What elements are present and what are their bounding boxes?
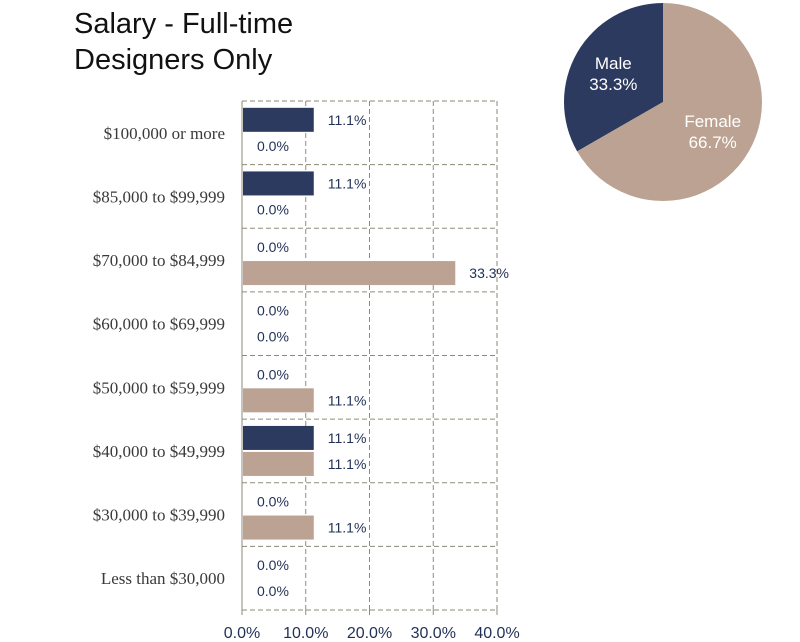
chart-title-line-1: Salary - Full-time bbox=[74, 8, 294, 40]
pie-label-male-value: 33.3% bbox=[589, 75, 637, 94]
data-label: 0.0% bbox=[257, 201, 289, 217]
data-label: 11.1% bbox=[328, 392, 367, 408]
x-tick-label: 30.0% bbox=[411, 625, 456, 642]
pie-label-female-name: Female bbox=[684, 112, 741, 131]
pie-slice-female bbox=[577, 3, 762, 202]
bar bbox=[243, 261, 456, 286]
data-label: 0.0% bbox=[257, 138, 289, 154]
x-tick-label: 10.0% bbox=[283, 625, 328, 642]
pie-slice-male bbox=[563, 3, 663, 152]
data-label: 0.0% bbox=[257, 583, 289, 599]
pie-label-male-name: Male bbox=[595, 54, 632, 73]
data-label: 11.1% bbox=[328, 456, 367, 472]
data-label: 11.1% bbox=[328, 112, 367, 128]
pie-label-female-value: 66.7% bbox=[689, 133, 737, 152]
data-label: 0.0% bbox=[257, 329, 289, 345]
x-tick-label: 20.0% bbox=[347, 625, 392, 642]
category-label: Less than $30,000 bbox=[101, 569, 225, 588]
data-label: 11.1% bbox=[328, 430, 367, 446]
x-tick-label: 40.0% bbox=[474, 625, 519, 642]
data-label: 33.3% bbox=[469, 265, 509, 281]
category-label: $50,000 to $59,999 bbox=[93, 378, 225, 397]
data-label: 0.0% bbox=[257, 303, 289, 319]
data-label: 0.0% bbox=[257, 494, 289, 510]
bar bbox=[243, 388, 314, 413]
bar bbox=[243, 171, 314, 196]
category-label: $30,000 to $39,990 bbox=[93, 506, 225, 525]
bar bbox=[243, 425, 314, 450]
data-label: 11.1% bbox=[328, 520, 367, 536]
chart-title-line-2: Designers Only bbox=[74, 44, 273, 76]
category-label: $60,000 to $69,999 bbox=[93, 315, 225, 334]
bar bbox=[243, 451, 314, 476]
category-label: $100,000 or more bbox=[104, 124, 225, 143]
x-tick-label: 0.0% bbox=[224, 625, 260, 642]
bars bbox=[243, 107, 456, 540]
data-label: 0.0% bbox=[257, 557, 289, 573]
category-label: $85,000 to $99,999 bbox=[93, 187, 225, 206]
category-label: $70,000 to $84,999 bbox=[93, 251, 225, 270]
data-label: 11.1% bbox=[328, 175, 367, 191]
chart-title: Salary - Full-time Designers Only bbox=[74, 6, 293, 78]
category-label: $40,000 to $49,999 bbox=[93, 442, 225, 461]
data-label: 0.0% bbox=[257, 239, 289, 255]
bar bbox=[243, 107, 314, 132]
data-label: 0.0% bbox=[257, 366, 289, 382]
bar bbox=[243, 515, 314, 540]
